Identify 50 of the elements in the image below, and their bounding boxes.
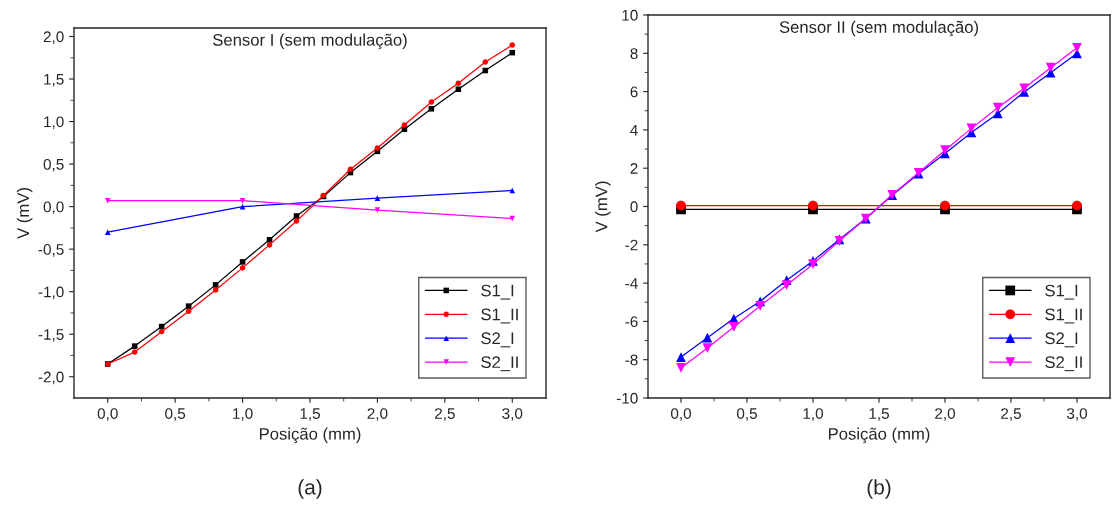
y-tick-label: 0,0 <box>43 201 64 215</box>
x-tick-label: 0,0 <box>97 408 118 421</box>
y-axis-title: V (mV) <box>16 188 33 239</box>
y-tick-label: -0,5 <box>38 244 64 257</box>
y-tick-label: 8 <box>630 48 638 59</box>
y-tick-label: -8 <box>625 354 638 366</box>
chart-title: Sensor I (sem modulação) <box>213 33 407 50</box>
y-tick-label: 4 <box>630 124 638 136</box>
x-tick-label: 2,5 <box>435 408 455 421</box>
chart-title: Sensor II (sem modulação) <box>779 20 979 37</box>
x-axis-title: Posição (mm) <box>828 427 930 444</box>
x-tick-label: 2,0 <box>367 408 388 421</box>
y-tick-label: -2,0 <box>38 371 64 385</box>
x-tick-label: 1,0 <box>803 408 824 421</box>
y-tick-label: 1,0 <box>44 116 64 130</box>
x-axis-title: Posição (mm) <box>259 427 361 444</box>
legend-label: S2_II <box>481 356 518 372</box>
legend-label: S2_I <box>1045 332 1078 348</box>
legend-label: S1_I <box>481 284 514 300</box>
y-tick-label: 1,5 <box>44 74 64 87</box>
x-tick-label: 3,0 <box>502 408 523 421</box>
y-tick-label: 2 <box>630 163 638 174</box>
y-tick-label: 0 <box>630 201 638 213</box>
x-tick-label: 3,0 <box>1066 408 1088 421</box>
x-tick-label: 1,5 <box>300 408 320 421</box>
y-axis-title: V (mV) <box>595 181 611 233</box>
x-tick-label: 1,0 <box>233 408 253 421</box>
y-tick-label: -2 <box>625 239 638 251</box>
x-tick-label: 2,5 <box>1001 408 1021 421</box>
text: (b) <box>867 479 891 499</box>
text: (a) <box>298 479 322 499</box>
y-tick-label: -1,0 <box>38 286 64 300</box>
legend-label: S1_II <box>1045 308 1082 324</box>
x-tick-label: 1,5 <box>869 408 889 421</box>
x-tick-label: 2,0 <box>935 408 956 421</box>
y-tick-label: -4 <box>625 278 638 289</box>
x-tick-label: 0,5 <box>736 408 757 421</box>
y-tick-label: -1,5 <box>38 329 64 342</box>
legend-label: S1_I <box>1045 284 1078 300</box>
x-tick-label: 0,5 <box>165 408 186 421</box>
y-tick-label: -6 <box>625 316 638 328</box>
legend-label: S2_II <box>1045 356 1082 372</box>
y-tick-label: 10 <box>622 9 638 21</box>
y-tick-label: 0,5 <box>43 158 64 172</box>
y-tick-label: -10 <box>616 392 638 404</box>
y-tick-label: 2,0 <box>43 31 64 44</box>
legend-label: S1_II <box>481 308 518 324</box>
y-tick-label: 6 <box>630 86 638 98</box>
x-tick-label: 0,0 <box>670 408 692 421</box>
legend-label: S2_I <box>481 332 514 348</box>
